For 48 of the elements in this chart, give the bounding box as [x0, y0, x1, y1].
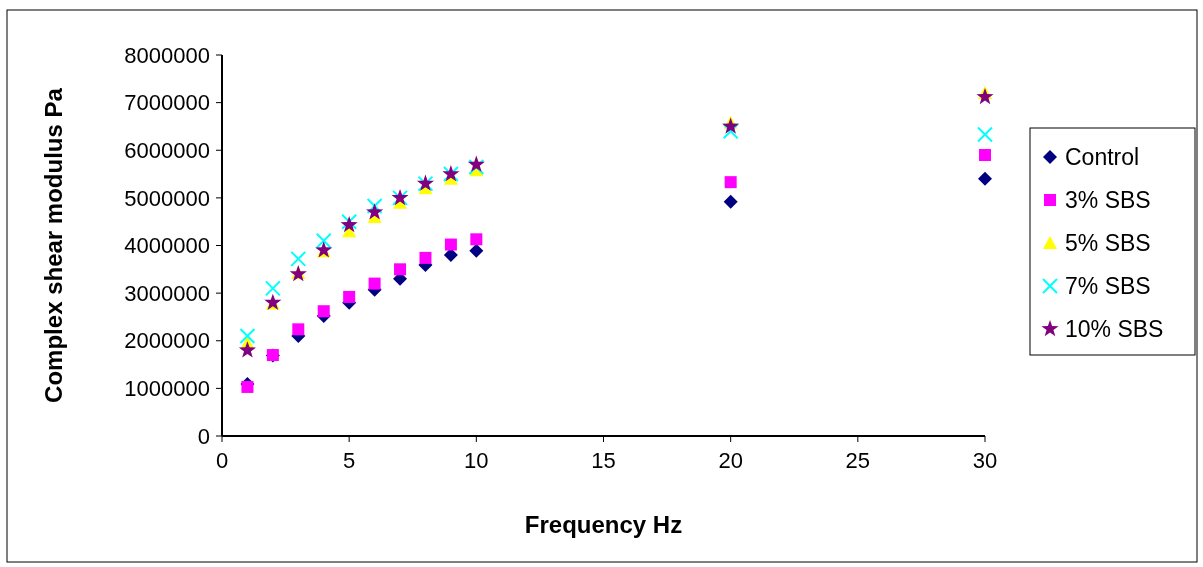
y-tick-label: 8000000 — [124, 42, 210, 68]
point — [979, 149, 991, 162]
y-tick-label: 0 — [197, 423, 210, 449]
point — [469, 243, 484, 258]
point — [443, 248, 458, 263]
x-tick-label: 10 — [464, 448, 489, 473]
legend-label: 7% SBS — [1065, 273, 1151, 300]
point — [239, 327, 256, 344]
y-tick-label: 5000000 — [124, 185, 210, 211]
legend-label: 5% SBS — [1065, 230, 1151, 257]
point — [238, 341, 256, 358]
x-tick-label: 25 — [845, 448, 871, 473]
x-tick-label: 30 — [972, 448, 998, 473]
point — [722, 117, 740, 134]
point — [722, 123, 739, 140]
point — [976, 87, 994, 105]
point — [977, 126, 993, 143]
x-tick-label: 0 — [215, 448, 229, 473]
point — [366, 197, 383, 214]
point — [366, 203, 384, 220]
point — [343, 290, 356, 303]
y-tick-label: 7000000 — [124, 90, 210, 116]
y-tick-label: 3000000 — [124, 280, 210, 306]
point — [394, 263, 407, 276]
x-axis-title: Frequency Hz — [524, 511, 683, 538]
y-tick-label: 2000000 — [124, 328, 210, 354]
legend-label: Control — [1065, 144, 1140, 171]
legend-label: 3% SBS — [1065, 187, 1151, 214]
point — [264, 280, 281, 297]
point — [290, 250, 307, 267]
point — [292, 323, 305, 336]
point — [470, 233, 483, 246]
legend-label: 10% SBS — [1065, 316, 1164, 343]
y-tick-label: 4000000 — [124, 233, 210, 259]
point — [317, 305, 330, 318]
x-tick-label: 20 — [718, 448, 743, 473]
x-tick-label: 15 — [591, 448, 616, 473]
point — [723, 194, 738, 209]
y-tick-label: 1000000 — [124, 376, 210, 402]
point — [724, 176, 737, 189]
point — [368, 277, 381, 290]
y-tick-label: 6000000 — [124, 137, 210, 163]
point — [978, 171, 992, 186]
y-axis-title: Complex shear modulus Pa — [40, 87, 67, 403]
x-tick-label: 5 — [343, 448, 356, 473]
point — [419, 251, 432, 264]
point — [315, 232, 332, 249]
point — [444, 238, 457, 251]
